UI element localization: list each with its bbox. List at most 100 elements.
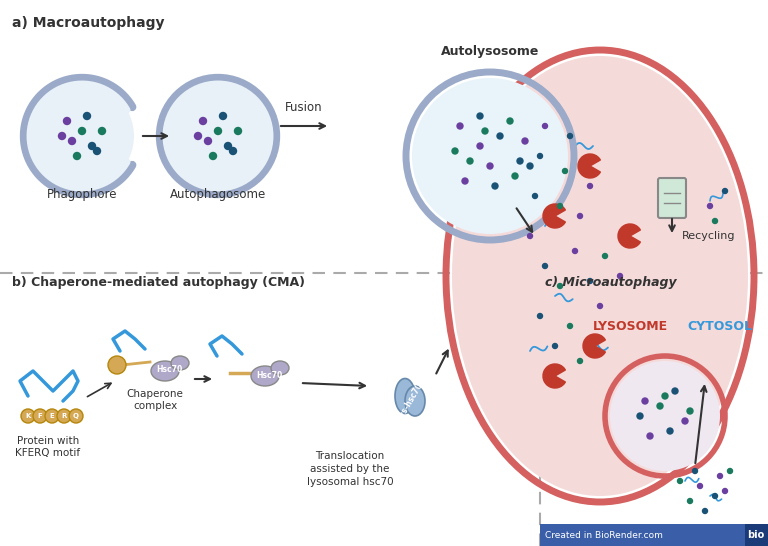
Circle shape <box>682 418 688 424</box>
Circle shape <box>412 78 568 234</box>
Circle shape <box>64 117 71 124</box>
Ellipse shape <box>171 356 189 370</box>
Text: Autolysosome: Autolysosome <box>441 45 539 58</box>
Wedge shape <box>583 334 605 358</box>
Circle shape <box>224 143 231 150</box>
Circle shape <box>713 494 717 498</box>
Circle shape <box>578 213 582 218</box>
Circle shape <box>538 153 542 158</box>
Circle shape <box>677 478 683 484</box>
Circle shape <box>487 163 493 169</box>
Text: LYSOSOME: LYSOSOME <box>592 319 667 333</box>
Text: K: K <box>25 413 31 419</box>
Circle shape <box>603 253 607 258</box>
Circle shape <box>693 468 697 473</box>
Circle shape <box>713 218 717 223</box>
Text: c) Microautophagy: c) Microautophagy <box>545 276 677 289</box>
Circle shape <box>723 188 727 193</box>
Text: E: E <box>50 413 55 419</box>
Text: Translocation
assisted by the
lysosomal hsc70: Translocation assisted by the lysosomal … <box>306 451 393 488</box>
Circle shape <box>512 173 518 179</box>
Circle shape <box>598 304 603 308</box>
Circle shape <box>33 409 47 423</box>
Circle shape <box>30 84 134 188</box>
Circle shape <box>558 204 562 209</box>
Circle shape <box>477 143 483 149</box>
Text: bio: bio <box>747 530 765 540</box>
Circle shape <box>723 489 727 494</box>
Circle shape <box>492 183 498 189</box>
Circle shape <box>234 128 241 134</box>
Circle shape <box>452 148 458 154</box>
Circle shape <box>78 128 85 134</box>
Circle shape <box>166 84 270 188</box>
Circle shape <box>532 193 538 199</box>
Wedge shape <box>578 154 601 178</box>
Circle shape <box>527 163 533 169</box>
Text: Hsc70: Hsc70 <box>156 365 182 375</box>
Bar <box>745 524 768 546</box>
Circle shape <box>562 169 568 174</box>
Circle shape <box>457 123 463 129</box>
Bar <box>540 524 768 546</box>
Circle shape <box>94 147 101 155</box>
Circle shape <box>528 234 532 239</box>
Circle shape <box>588 183 592 188</box>
Circle shape <box>672 388 678 394</box>
Circle shape <box>69 409 83 423</box>
Circle shape <box>220 112 227 120</box>
Circle shape <box>542 123 548 128</box>
Circle shape <box>687 498 693 503</box>
Circle shape <box>568 134 572 139</box>
Circle shape <box>572 248 578 253</box>
Circle shape <box>717 473 723 478</box>
Text: a) Macroautophagy: a) Macroautophagy <box>12 16 164 30</box>
Circle shape <box>642 398 648 404</box>
Text: Protein with
KFERQ motif: Protein with KFERQ motif <box>15 436 81 458</box>
Ellipse shape <box>251 366 279 386</box>
Circle shape <box>617 274 623 278</box>
Text: Chaperone
complex: Chaperone complex <box>127 389 184 411</box>
Ellipse shape <box>405 386 425 416</box>
Circle shape <box>697 484 703 489</box>
Circle shape <box>662 393 668 399</box>
FancyBboxPatch shape <box>658 178 686 218</box>
Text: b) Chaperone-mediated autophagy (CMA): b) Chaperone-mediated autophagy (CMA) <box>12 276 305 289</box>
Wedge shape <box>543 364 565 388</box>
Circle shape <box>507 118 513 124</box>
Circle shape <box>477 113 483 119</box>
Text: Fusion: Fusion <box>285 101 323 114</box>
Circle shape <box>462 178 468 184</box>
Circle shape <box>542 264 548 269</box>
Circle shape <box>538 313 542 318</box>
Circle shape <box>497 133 503 139</box>
Text: Hsc70: Hsc70 <box>256 371 282 379</box>
Text: F: F <box>38 413 42 419</box>
Circle shape <box>98 128 105 134</box>
Circle shape <box>45 409 59 423</box>
Circle shape <box>657 403 663 409</box>
Circle shape <box>482 128 488 134</box>
Circle shape <box>108 356 126 374</box>
Circle shape <box>610 361 720 471</box>
Circle shape <box>578 359 582 364</box>
Text: Recycling: Recycling <box>682 231 736 241</box>
Circle shape <box>68 138 75 145</box>
Circle shape <box>552 343 558 348</box>
Circle shape <box>703 508 707 513</box>
Text: Q: Q <box>73 413 79 419</box>
Text: Phagophore: Phagophore <box>47 188 118 201</box>
Circle shape <box>58 133 65 139</box>
Circle shape <box>727 468 733 473</box>
Circle shape <box>517 158 523 164</box>
Circle shape <box>194 133 201 139</box>
Ellipse shape <box>271 361 289 375</box>
Text: Lys-hsc70: Lys-hsc70 <box>396 381 425 422</box>
Circle shape <box>667 428 673 434</box>
Ellipse shape <box>452 56 748 496</box>
Circle shape <box>57 409 71 423</box>
Circle shape <box>200 117 207 124</box>
Wedge shape <box>543 204 565 228</box>
Circle shape <box>707 204 713 209</box>
Ellipse shape <box>395 378 415 413</box>
